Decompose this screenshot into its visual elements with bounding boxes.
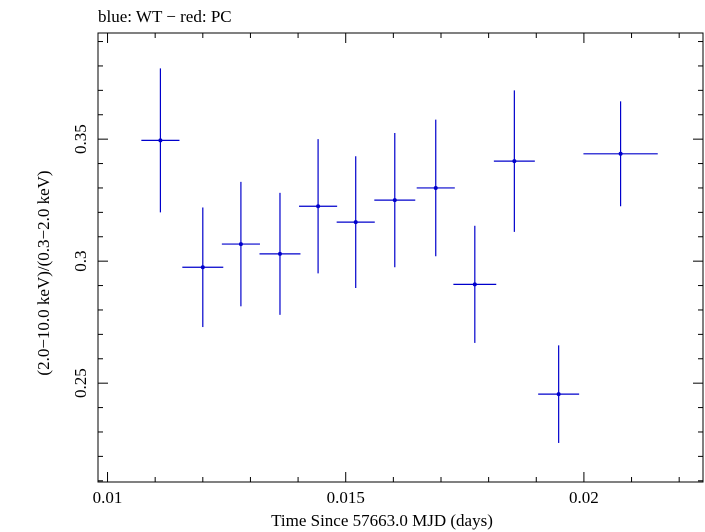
data-point	[583, 101, 658, 207]
data-point	[374, 133, 416, 268]
chart-title: blue: WT − red: PC	[98, 7, 232, 26]
point-marker	[353, 220, 358, 225]
data-point	[182, 207, 224, 328]
point-marker	[433, 185, 438, 190]
data-point	[453, 225, 497, 343]
point-marker	[238, 242, 243, 247]
point-marker	[200, 265, 205, 270]
data-points	[141, 68, 658, 443]
data-point	[336, 156, 375, 289]
data-point	[416, 119, 455, 257]
x-tick-label: 0.015	[327, 488, 365, 507]
data-point	[538, 345, 580, 443]
data-point	[259, 192, 301, 315]
y-tick-label: 0.25	[71, 368, 90, 398]
axis-tick-labels: 0.01 0.015 0.02 0.25 0.3 0.35	[71, 124, 599, 507]
data-point	[493, 90, 535, 232]
point-marker	[277, 251, 282, 256]
data-point	[141, 68, 180, 213]
x-tick-label: 0.02	[569, 488, 599, 507]
y-tick-label: 0.3	[71, 251, 90, 272]
point-marker	[618, 151, 623, 156]
x-tick-label: 0.01	[93, 488, 123, 507]
point-marker	[556, 392, 561, 397]
plot-frame	[97, 32, 704, 483]
point-marker	[472, 282, 477, 287]
point-marker	[512, 159, 517, 164]
point-marker	[158, 138, 163, 143]
axis-ticks	[98, 33, 703, 482]
y-tick-label: 0.35	[71, 124, 90, 154]
y-axis-label: (2.0−10.0 keV)/(0.3−2.0 keV)	[34, 170, 53, 375]
x-axis-label: Time Since 57663.0 MJD (days)	[271, 511, 493, 530]
point-marker	[392, 198, 397, 203]
data-point	[299, 139, 338, 274]
data-point	[221, 181, 260, 307]
point-marker	[316, 204, 321, 209]
